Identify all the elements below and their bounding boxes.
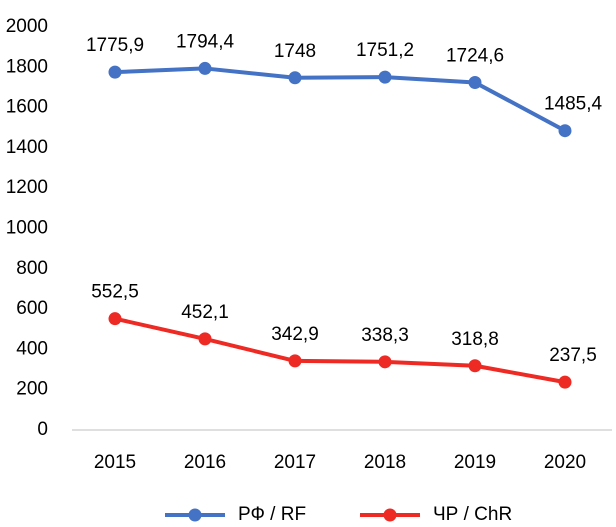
point xyxy=(198,61,212,75)
x-tick-label: 2016 xyxy=(184,452,226,473)
data-label: 342,9 xyxy=(271,324,319,345)
y-tick-label: 1600 xyxy=(6,97,48,118)
point xyxy=(468,75,482,89)
data-label: 1751,2 xyxy=(356,40,414,61)
point xyxy=(198,332,212,346)
point xyxy=(468,359,482,373)
point xyxy=(378,70,392,84)
legend-label: ЧР / ChR xyxy=(433,504,512,525)
data-label: 1775,9 xyxy=(86,35,144,56)
data-label: 1794,4 xyxy=(176,31,235,52)
data-label: 452,1 xyxy=(181,302,229,323)
y-tick-label: 600 xyxy=(16,298,48,319)
y-tick-label: 400 xyxy=(16,338,48,359)
legend-label: РФ / RF xyxy=(238,504,306,525)
point xyxy=(288,354,302,368)
data-label: 338,3 xyxy=(361,325,409,346)
x-tick-label: 2019 xyxy=(454,452,496,473)
data-label: 237,5 xyxy=(549,345,597,366)
y-tick-label: 0 xyxy=(37,419,48,440)
series-line xyxy=(114,66,566,133)
y-tick-label: 1400 xyxy=(6,137,48,158)
x-tick-label: 2018 xyxy=(364,452,406,473)
x-tick-label: 2017 xyxy=(274,452,316,473)
y-tick-label: 200 xyxy=(16,379,48,400)
point xyxy=(558,124,572,138)
data-label: 1724,6 xyxy=(446,46,504,67)
data-label: 1485,4 xyxy=(544,94,603,115)
y-tick-label: 1200 xyxy=(6,177,48,198)
y-tick-label: 800 xyxy=(16,258,48,279)
point xyxy=(108,312,122,326)
point xyxy=(108,65,122,79)
data-label: 552,5 xyxy=(91,282,139,303)
data-label: 1748 xyxy=(274,41,316,62)
x-tick-label: 2020 xyxy=(544,452,586,473)
x-tick-label: 2015 xyxy=(94,452,136,473)
point xyxy=(558,375,572,389)
y-tick-label: 1800 xyxy=(6,56,48,77)
point xyxy=(288,71,302,85)
legend-marker xyxy=(188,508,202,522)
y-tick-label: 2000 xyxy=(6,16,48,37)
data-label: 318,8 xyxy=(451,329,499,350)
y-tick-label: 1000 xyxy=(6,218,48,239)
series-line xyxy=(114,316,566,385)
legend-marker xyxy=(383,508,397,522)
point xyxy=(378,355,392,369)
